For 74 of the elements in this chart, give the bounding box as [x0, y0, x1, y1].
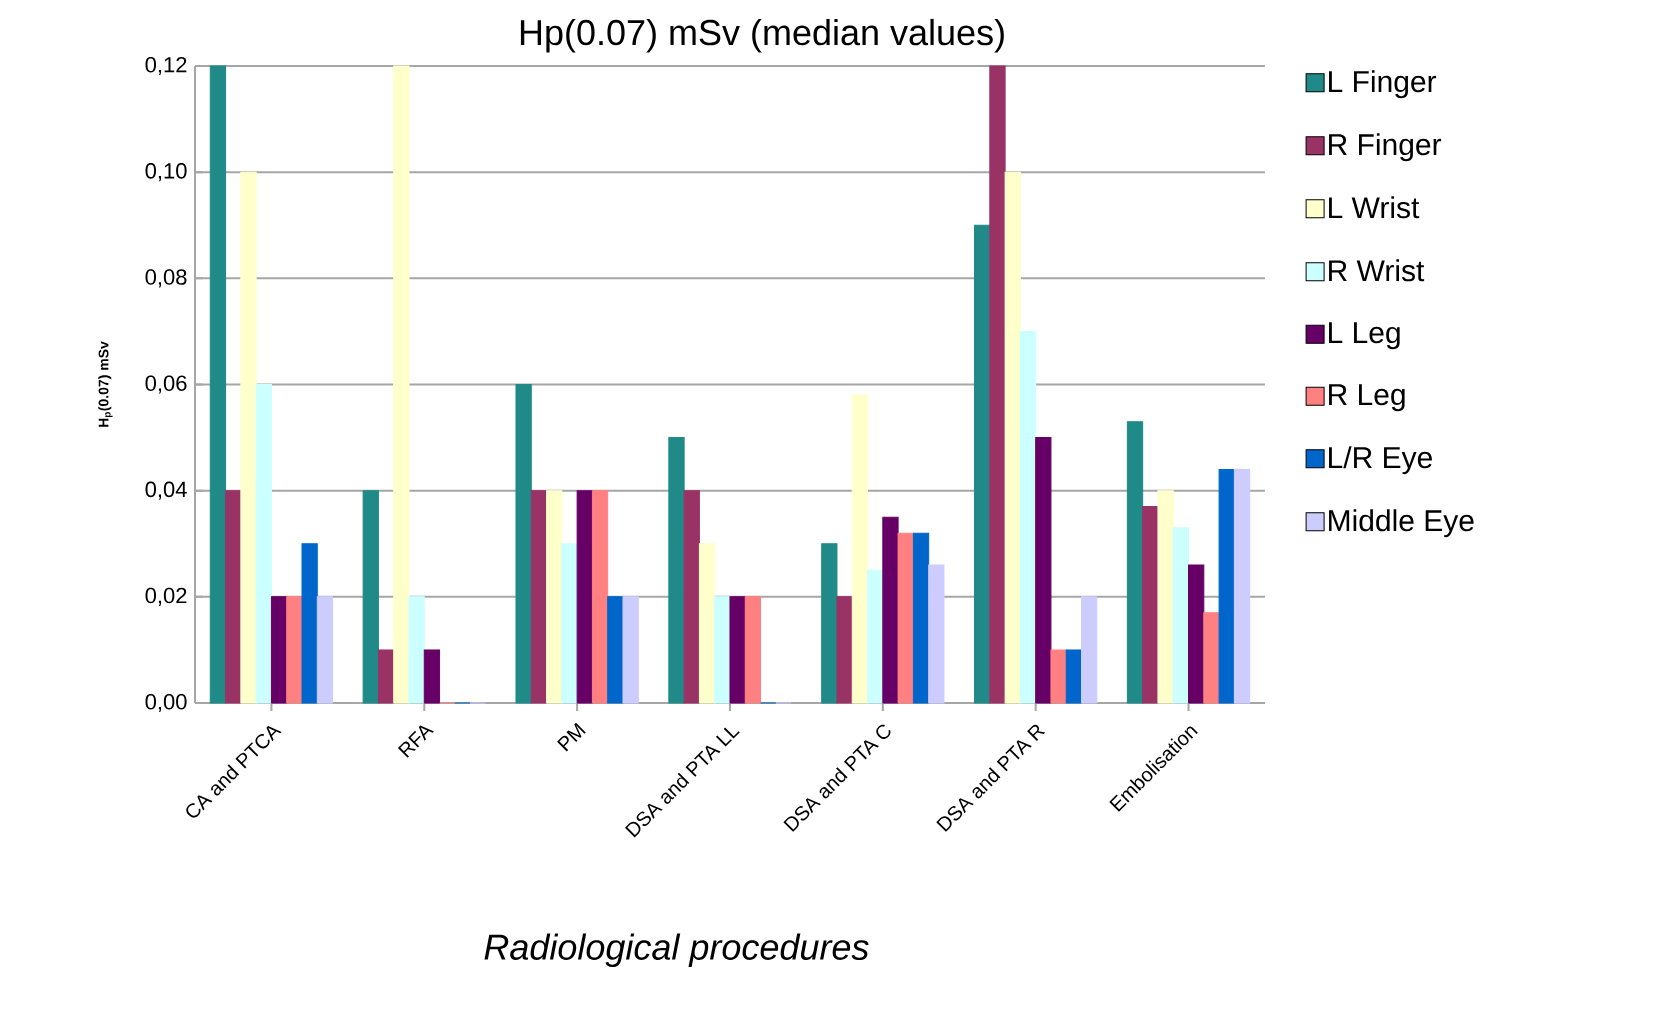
x-tick-label: DSA and PTA LL: [625, 727, 740, 838]
bar: [1035, 437, 1052, 704]
bar: [928, 564, 945, 704]
bar: [377, 649, 395, 704]
legend-label: L Leg: [1329, 322, 1400, 350]
bar: [1188, 564, 1205, 704]
legend-label: L Wrist: [1329, 196, 1420, 219]
bar: [591, 490, 609, 704]
bar: [1172, 527, 1190, 704]
y-tick-label: 0,10: [145, 163, 187, 182]
x-tick-label: PM: [557, 722, 586, 752]
bar: [622, 596, 639, 704]
y-tick-label: 0,04: [145, 481, 187, 500]
y-tick-label: 0,02: [145, 587, 187, 606]
bar: [912, 532, 930, 704]
bar: [744, 596, 762, 704]
y-tick-label: 0,08: [145, 269, 187, 288]
bar: [683, 490, 700, 704]
bar: [1065, 649, 1083, 704]
legend-label: Middle Eye: [1329, 509, 1474, 538]
y-axis-title: H$_{p}$(0.07) mSv: [98, 341, 113, 427]
bar: [1019, 330, 1037, 704]
legend-label: R Finger: [1329, 133, 1442, 162]
x-tick-label: DSA and PTA C: [783, 724, 891, 832]
bar: [974, 224, 991, 704]
bar: [301, 543, 318, 704]
bar: [1050, 649, 1067, 704]
bar: [561, 543, 578, 704]
bar: [821, 543, 838, 704]
bar: [515, 384, 532, 704]
bar: [714, 596, 731, 704]
y-tick-label: 0,06: [145, 375, 187, 394]
bar: [209, 65, 227, 704]
y-tick-label: 0,00: [145, 693, 187, 713]
bar: [836, 596, 853, 704]
y-tick-label: 0,12: [145, 56, 187, 76]
bar: [423, 649, 441, 704]
x-tick-label: DSA and PTA R: [936, 724, 1046, 832]
bar: [1142, 506, 1159, 704]
bar: [530, 490, 548, 704]
chart-title: Hp(0.07) mSv (median values): [520, 18, 1004, 53]
bar: [1157, 490, 1174, 704]
bar: [1218, 468, 1235, 704]
bar: [882, 516, 899, 704]
bar: [851, 394, 869, 704]
bar: [668, 437, 685, 704]
x-tick-label: RFA: [397, 725, 434, 758]
bar: [867, 569, 884, 704]
legend-label: L Finger: [1329, 70, 1437, 99]
bar: [286, 596, 303, 704]
bar: [316, 596, 334, 704]
bar: [989, 65, 1006, 704]
bar: [393, 65, 410, 704]
bar: [607, 596, 624, 704]
bar: [1126, 421, 1144, 704]
bar: [1004, 171, 1021, 704]
bar: [362, 490, 379, 704]
bar: [408, 596, 425, 704]
bar: [240, 171, 257, 704]
bar: [255, 384, 272, 704]
bar: [698, 543, 716, 704]
legend-label: L/R Eye: [1329, 446, 1432, 475]
bar: [729, 596, 746, 704]
bar: [1081, 596, 1098, 704]
bar: [897, 532, 914, 704]
bar: [546, 490, 563, 704]
bar: [576, 490, 593, 704]
x-axis-title: Radiological procedures: [484, 933, 869, 968]
bar: [1203, 612, 1220, 704]
bar: [270, 596, 288, 704]
bar: [1233, 468, 1251, 704]
bar: [225, 490, 242, 704]
legend-label: R Wrist: [1329, 259, 1425, 282]
legend-label: R Leg: [1329, 384, 1405, 412]
